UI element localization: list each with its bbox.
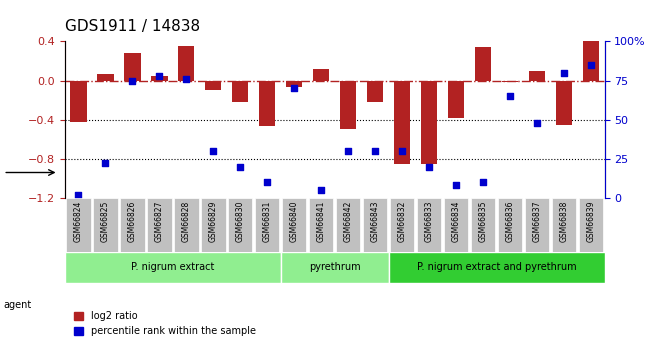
Bar [98,74,114,80]
FancyBboxPatch shape [120,198,144,252]
Text: GSM66826: GSM66826 [128,200,137,242]
Bar [394,80,410,164]
FancyBboxPatch shape [525,198,549,252]
FancyBboxPatch shape [444,198,468,252]
FancyBboxPatch shape [336,198,360,252]
Text: GSM66835: GSM66835 [478,200,488,242]
Point [532,120,542,126]
Text: GSM66841: GSM66841 [317,200,326,242]
FancyBboxPatch shape [228,198,252,252]
Point [235,164,246,169]
FancyBboxPatch shape [148,198,172,252]
Bar [70,80,86,122]
Text: GSM66843: GSM66843 [370,200,380,242]
Point [343,148,354,154]
Point [505,93,515,99]
Point [208,148,218,154]
Text: pyrethrum: pyrethrum [309,262,361,272]
Bar [340,80,356,129]
Point [370,148,380,154]
Text: P. nigrum extract and pyrethrum: P. nigrum extract and pyrethrum [417,262,577,272]
Point [262,179,272,185]
Point [181,76,192,82]
Bar [556,80,572,125]
Text: GSM66832: GSM66832 [398,200,407,242]
FancyBboxPatch shape [66,198,90,252]
FancyBboxPatch shape [579,198,603,252]
Point [397,148,408,154]
FancyBboxPatch shape [202,198,226,252]
Bar [232,80,248,102]
Text: P. nigrum extract: P. nigrum extract [131,262,214,272]
Point [424,164,434,169]
Text: GDS1911 / 14838: GDS1911 / 14838 [65,20,200,34]
Text: GSM66834: GSM66834 [452,200,461,242]
Text: GSM66831: GSM66831 [263,200,272,242]
Bar [502,80,518,82]
Bar [124,53,140,80]
FancyBboxPatch shape [363,198,387,252]
FancyBboxPatch shape [498,198,522,252]
Bar [313,69,330,80]
Legend: log2 ratio, percentile rank within the sample: log2 ratio, percentile rank within the s… [70,307,260,340]
FancyBboxPatch shape [282,198,306,252]
Bar [151,76,168,80]
FancyBboxPatch shape [552,198,576,252]
Point [154,73,164,79]
Bar [259,80,276,126]
Text: GSM66827: GSM66827 [155,200,164,242]
FancyBboxPatch shape [94,198,118,252]
Text: GSM66836: GSM66836 [506,200,515,242]
FancyBboxPatch shape [417,198,441,252]
Point [451,183,462,188]
FancyBboxPatch shape [389,252,604,283]
Bar [205,80,222,90]
Text: GSM66840: GSM66840 [290,200,299,242]
Point [586,62,596,68]
Point [100,161,110,166]
Text: GSM66833: GSM66833 [424,200,434,242]
Text: GSM66828: GSM66828 [182,200,191,242]
FancyBboxPatch shape [255,198,280,252]
Point [73,192,84,198]
Bar [286,80,302,87]
Bar [367,80,383,102]
FancyBboxPatch shape [390,198,414,252]
Text: GSM66837: GSM66837 [532,200,541,242]
FancyBboxPatch shape [65,252,281,283]
Text: GSM66825: GSM66825 [101,200,110,242]
FancyBboxPatch shape [281,252,389,283]
Bar [583,41,599,80]
Text: GSM66830: GSM66830 [236,200,245,242]
Bar [529,71,545,80]
Text: GSM66829: GSM66829 [209,200,218,242]
Point [316,187,326,193]
Point [127,78,138,83]
Point [478,179,488,185]
Point [289,86,300,91]
Text: GSM66838: GSM66838 [560,200,569,242]
Bar [475,47,491,80]
FancyBboxPatch shape [309,198,333,252]
Text: GSM66824: GSM66824 [74,200,83,242]
Point [559,70,569,76]
FancyBboxPatch shape [471,198,495,252]
Bar [178,46,194,80]
Text: GSM66839: GSM66839 [586,200,595,242]
FancyBboxPatch shape [174,198,198,252]
Text: GSM66842: GSM66842 [344,200,353,242]
Bar [448,80,464,118]
Text: agent: agent [3,300,31,310]
Bar [421,80,437,164]
